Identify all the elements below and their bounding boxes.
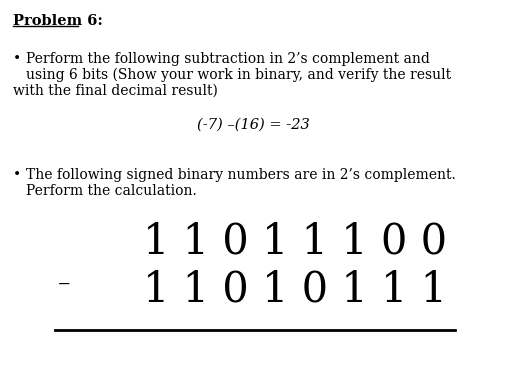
Text: –: –: [58, 272, 70, 295]
Text: 1 1 0 1 0 1 1 1: 1 1 0 1 0 1 1 1: [143, 268, 447, 310]
Text: •: •: [13, 52, 21, 66]
Text: Perform the calculation.: Perform the calculation.: [26, 184, 197, 198]
Text: Problem 6:: Problem 6:: [13, 14, 103, 28]
Text: The following signed binary numbers are in 2’s complement.: The following signed binary numbers are …: [26, 168, 456, 182]
Text: •: •: [13, 168, 21, 182]
Text: with the final decimal result): with the final decimal result): [13, 84, 218, 98]
Text: 1 1 0 1 1 1 0 0: 1 1 0 1 1 1 0 0: [143, 220, 447, 262]
Text: using 6 bits (Show your work in binary, and verify the result: using 6 bits (Show your work in binary, …: [26, 68, 451, 82]
Text: (-7) –(16) = -23: (-7) –(16) = -23: [197, 118, 309, 132]
Text: Perform the following subtraction in 2’s complement and: Perform the following subtraction in 2’s…: [26, 52, 430, 66]
